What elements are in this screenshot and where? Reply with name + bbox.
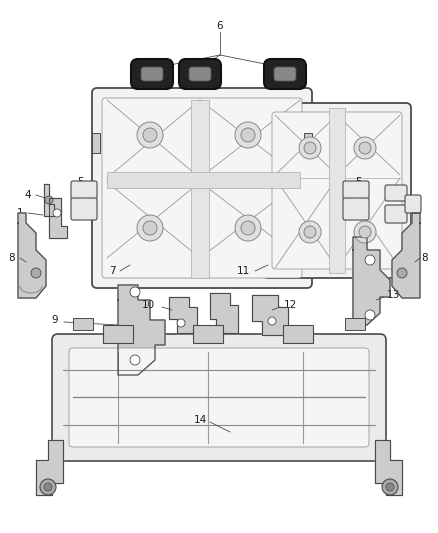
Circle shape [45, 196, 53, 204]
Circle shape [241, 128, 255, 142]
FancyBboxPatch shape [71, 181, 97, 199]
Circle shape [143, 128, 157, 142]
Bar [103, 325, 133, 343]
Circle shape [304, 226, 316, 238]
Circle shape [299, 137, 321, 159]
FancyBboxPatch shape [189, 67, 211, 81]
FancyBboxPatch shape [405, 195, 421, 213]
Circle shape [359, 226, 371, 238]
Text: 1: 1 [17, 208, 23, 218]
Bar [304, 133, 312, 153]
FancyBboxPatch shape [274, 67, 296, 81]
Circle shape [359, 142, 371, 154]
Text: 4: 4 [25, 190, 31, 200]
Circle shape [354, 221, 376, 243]
FancyBboxPatch shape [343, 181, 369, 199]
Polygon shape [18, 213, 46, 298]
Bar [345, 318, 365, 330]
FancyBboxPatch shape [385, 205, 407, 223]
Polygon shape [49, 198, 67, 238]
Text: 12: 12 [283, 300, 297, 310]
FancyBboxPatch shape [71, 198, 97, 220]
Bar [193, 325, 223, 343]
FancyBboxPatch shape [141, 67, 163, 81]
Bar [92, 133, 100, 153]
Circle shape [397, 268, 407, 278]
Text: 14: 14 [193, 415, 207, 425]
Bar [329, 108, 345, 273]
FancyBboxPatch shape [343, 198, 369, 220]
Text: 5: 5 [355, 177, 361, 187]
Circle shape [177, 319, 185, 327]
Polygon shape [169, 297, 197, 333]
Circle shape [354, 137, 376, 159]
Text: 7: 7 [109, 266, 115, 276]
Polygon shape [210, 293, 238, 333]
FancyBboxPatch shape [272, 112, 402, 269]
Circle shape [304, 142, 316, 154]
Circle shape [130, 355, 140, 365]
FancyBboxPatch shape [92, 88, 312, 288]
Text: 9: 9 [52, 315, 58, 325]
Text: 5: 5 [77, 177, 83, 187]
FancyBboxPatch shape [385, 185, 407, 201]
FancyBboxPatch shape [131, 59, 173, 89]
Polygon shape [392, 213, 420, 298]
Polygon shape [353, 237, 390, 325]
Circle shape [268, 317, 276, 325]
FancyBboxPatch shape [264, 59, 306, 89]
Circle shape [241, 221, 255, 235]
Polygon shape [36, 440, 63, 495]
Circle shape [53, 209, 61, 217]
Polygon shape [375, 440, 402, 495]
Circle shape [235, 122, 261, 148]
Text: 11: 11 [237, 266, 250, 276]
Polygon shape [252, 295, 288, 335]
Circle shape [137, 215, 163, 241]
Bar [107, 172, 300, 188]
FancyBboxPatch shape [179, 59, 221, 89]
Circle shape [130, 287, 140, 297]
Text: 8: 8 [422, 253, 428, 263]
Text: 13: 13 [386, 290, 399, 300]
Circle shape [31, 268, 41, 278]
FancyBboxPatch shape [69, 348, 369, 447]
FancyBboxPatch shape [102, 98, 302, 278]
Text: 6: 6 [217, 21, 223, 31]
FancyBboxPatch shape [52, 334, 386, 461]
Bar [73, 318, 93, 330]
Circle shape [382, 479, 398, 495]
Circle shape [386, 483, 394, 491]
Polygon shape [118, 285, 165, 375]
Bar [283, 325, 313, 343]
Circle shape [299, 221, 321, 243]
Circle shape [365, 310, 375, 320]
Circle shape [40, 479, 56, 495]
Circle shape [44, 483, 52, 491]
Text: 8: 8 [9, 253, 15, 263]
Text: 10: 10 [141, 300, 155, 310]
Circle shape [143, 221, 157, 235]
Polygon shape [44, 184, 54, 216]
Bar [191, 100, 209, 278]
Circle shape [235, 215, 261, 241]
Circle shape [365, 255, 375, 265]
FancyBboxPatch shape [263, 103, 411, 278]
Circle shape [137, 122, 163, 148]
